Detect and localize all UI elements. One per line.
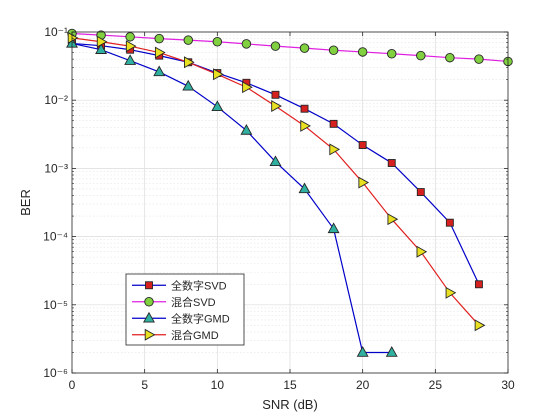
triangle-up-marker [95, 43, 108, 54]
triangle-up-marker [385, 346, 398, 357]
y-tick-label: 10⁻² [44, 93, 68, 107]
circle-marker [386, 48, 397, 59]
triangle-up-marker [327, 222, 340, 234]
triangle-right-marker [300, 119, 311, 132]
square-marker [329, 119, 338, 128]
triangle-up-marker [143, 311, 155, 323]
x-tick-labels: 0 5 10 15 20 25 30 [69, 378, 515, 392]
triangle-up-marker [153, 65, 166, 77]
x-tick-label: 5 [141, 378, 148, 392]
triangle-up-marker [240, 124, 253, 135]
square-marker [271, 90, 280, 99]
series-4 [67, 31, 486, 332]
square-marker [145, 281, 153, 290]
circle-marker [416, 50, 426, 61]
triangle-up-marker [211, 100, 224, 112]
legend-label: 混合GMD [171, 328, 219, 342]
triangle-right-marker [125, 40, 137, 53]
circle-marker [125, 32, 135, 42]
x-tick-label: 0 [69, 378, 76, 392]
tick-marks [71, 31, 509, 374]
triangle-right-marker [329, 143, 341, 156]
series-layer [66, 28, 513, 357]
y-tick-label: 10⁻¹ [44, 25, 68, 39]
triangle-right-marker [416, 245, 428, 258]
y-tick-label: 10⁻⁶ [43, 366, 68, 380]
triangle-right-marker [271, 100, 282, 113]
triangle-right-marker [474, 319, 486, 332]
legend: 全数字SVD 混合SVD 全数字GMD 混合GMD [125, 273, 245, 346]
triangle-right-marker [387, 213, 399, 226]
x-tick-label: 20 [356, 378, 370, 392]
legend-item: 全数字SVD [132, 278, 227, 292]
square-marker [358, 141, 367, 149]
circle-marker [270, 41, 281, 51]
square-marker [445, 218, 454, 227]
legend-item: 全数字GMD [132, 311, 230, 325]
x-axis-label: SNR (dB) [262, 397, 318, 412]
triangle-up-marker [182, 79, 195, 91]
circle-marker [357, 47, 368, 57]
triangle-right-marker [358, 176, 370, 189]
x-tick-label: 15 [283, 378, 297, 392]
circle-marker [241, 39, 252, 49]
y-axis-label: BER [18, 189, 33, 216]
triangle-right-marker [144, 328, 156, 341]
triangle-up-marker [269, 155, 282, 167]
legend-item: 混合SVD [132, 295, 216, 309]
y-tick-label: 10⁻³ [44, 161, 68, 175]
triangle-right-marker [242, 81, 253, 94]
triangle-right-marker [184, 56, 195, 69]
x-tick-label: 30 [501, 378, 515, 392]
triangle-right-marker [445, 286, 457, 299]
circle-marker [183, 35, 194, 45]
square-marker [474, 280, 483, 289]
circle-marker [445, 52, 455, 63]
triangle-right-marker [213, 68, 224, 81]
circle-marker [328, 45, 339, 56]
square-marker [300, 104, 309, 113]
triangle-up-marker [356, 346, 369, 357]
triangle-right-marker [96, 35, 108, 48]
x-tick-label: 10 [211, 378, 225, 392]
legend-label: 混合SVD [171, 295, 216, 309]
legend-item: 混合GMD [132, 328, 219, 342]
circle-marker [154, 33, 164, 44]
triangle-up-marker [298, 182, 311, 194]
legend-label: 全数字GMD [171, 311, 230, 325]
series-2 [67, 28, 513, 67]
triangle-right-marker [154, 46, 166, 59]
x-tick-label: 25 [429, 378, 443, 392]
y-tick-label: 10⁻⁵ [43, 298, 68, 312]
y-tick-labels: 10⁻⁶ 10⁻⁵ 10⁻⁴ 10⁻³ 10⁻² 10⁻¹ [43, 25, 68, 380]
square-marker [387, 159, 396, 167]
y-tick-label: 10⁻⁴ [43, 230, 68, 244]
circle-marker [299, 43, 310, 53]
series-3 [66, 37, 398, 357]
legend-label: 全数字SVD [171, 278, 227, 292]
circle-marker [474, 54, 484, 64]
square-marker [416, 188, 425, 197]
circle-marker [144, 297, 154, 307]
series-line [71, 42, 392, 354]
series-line [71, 32, 509, 63]
triangle-up-marker [124, 54, 137, 65]
circle-marker [212, 36, 223, 47]
